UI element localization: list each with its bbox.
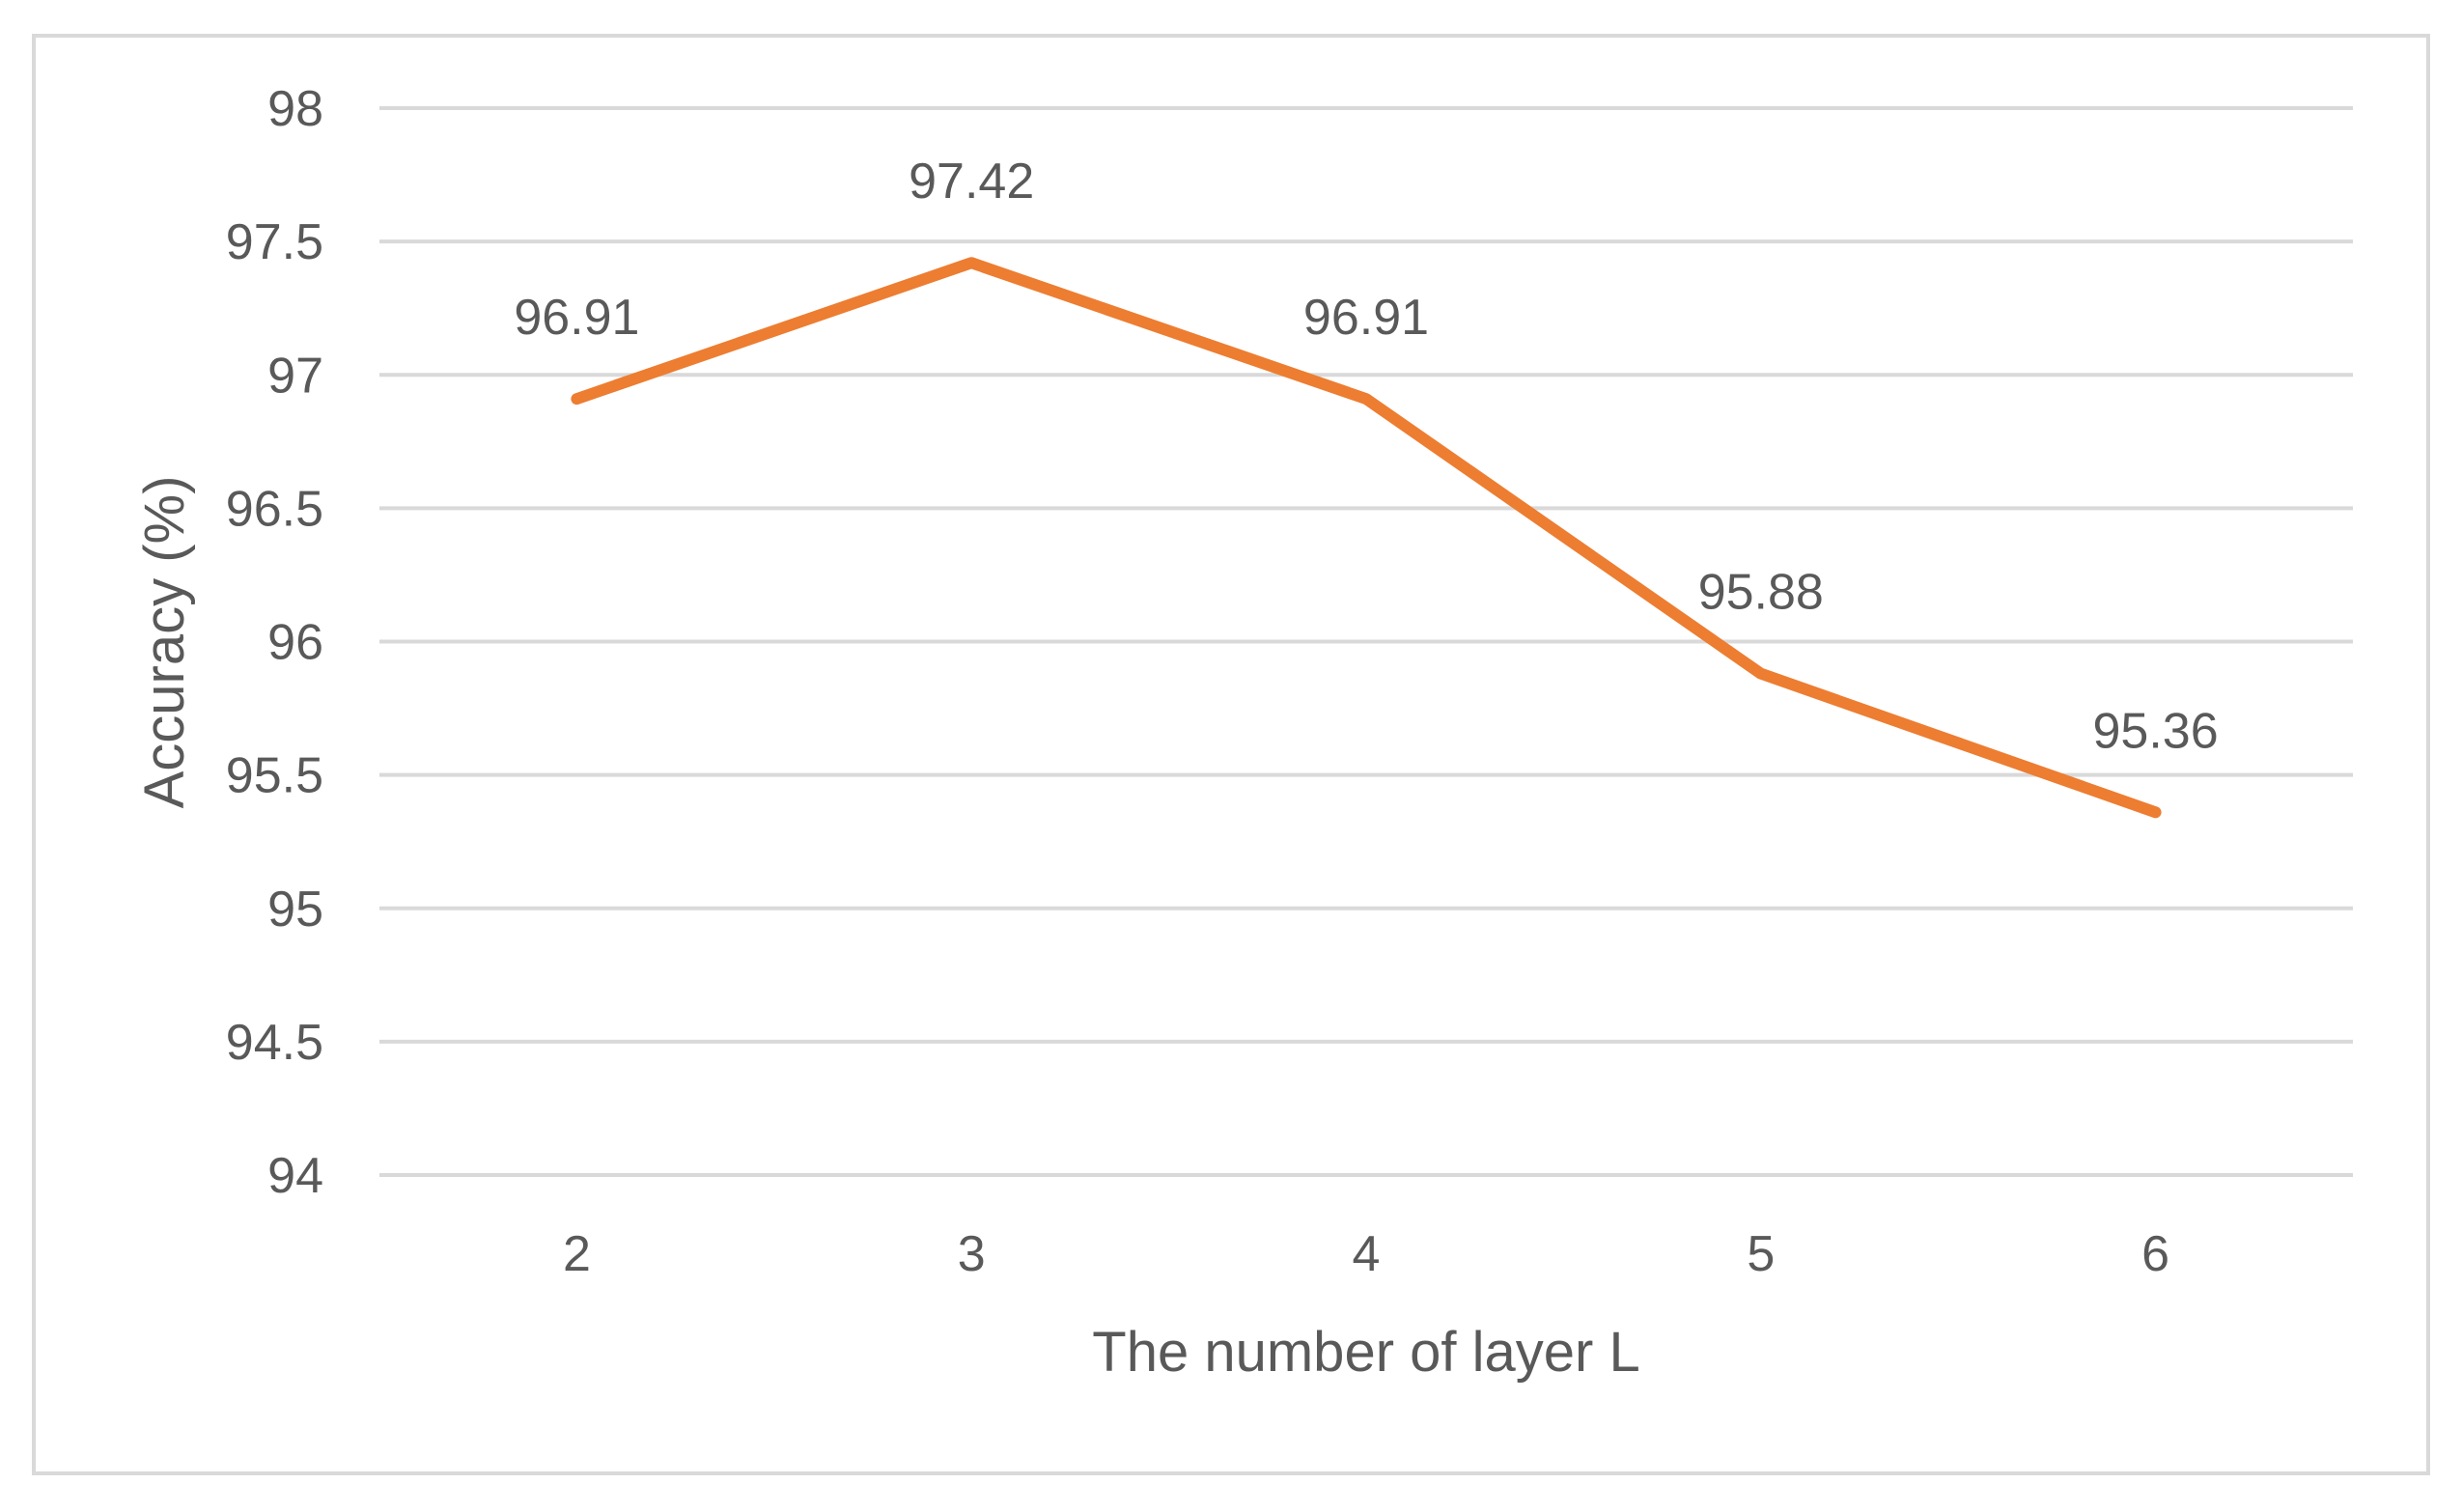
y-tick-label: 95 bbox=[267, 882, 323, 938]
y-axis-title: Accuracy (%) bbox=[133, 476, 196, 809]
data-label: 97.42 bbox=[909, 154, 1034, 210]
x-tick-label: 4 bbox=[1353, 1226, 1381, 1282]
x-axis-title: The number of layer L bbox=[1092, 1321, 1639, 1384]
x-tick-label: 5 bbox=[1747, 1226, 1775, 1282]
y-tick-label: 96 bbox=[267, 615, 323, 671]
chart-border bbox=[32, 34, 2430, 1475]
y-tick-label: 97.5 bbox=[226, 214, 323, 270]
data-labels: 96.91 97.42 96.91 95.88 95.36 bbox=[514, 154, 2218, 759]
y-tick-label: 98 bbox=[267, 81, 323, 137]
y-tick-label: 94 bbox=[267, 1148, 323, 1204]
x-tick-label: 6 bbox=[2141, 1226, 2169, 1282]
y-tick-label: 96.5 bbox=[226, 481, 323, 537]
data-label: 96.91 bbox=[1303, 290, 1429, 346]
grid-lines bbox=[379, 106, 2353, 1177]
data-label: 96.91 bbox=[514, 290, 639, 346]
x-tick-label: 3 bbox=[958, 1226, 986, 1282]
data-label: 95.36 bbox=[2093, 703, 2219, 759]
y-tick-label: 94.5 bbox=[226, 1015, 323, 1071]
x-axis-ticks: 2 3 4 5 6 bbox=[563, 1226, 2169, 1282]
y-axis-ticks: 94 94.5 95 95.5 96 96.5 97 97.5 98 bbox=[226, 81, 323, 1204]
y-tick-label: 95.5 bbox=[226, 748, 323, 804]
series-line bbox=[571, 257, 2162, 819]
data-label: 95.88 bbox=[1698, 565, 1824, 621]
x-tick-label: 2 bbox=[563, 1226, 591, 1282]
y-tick-label: 97 bbox=[267, 348, 323, 404]
series-layer bbox=[571, 257, 2162, 819]
